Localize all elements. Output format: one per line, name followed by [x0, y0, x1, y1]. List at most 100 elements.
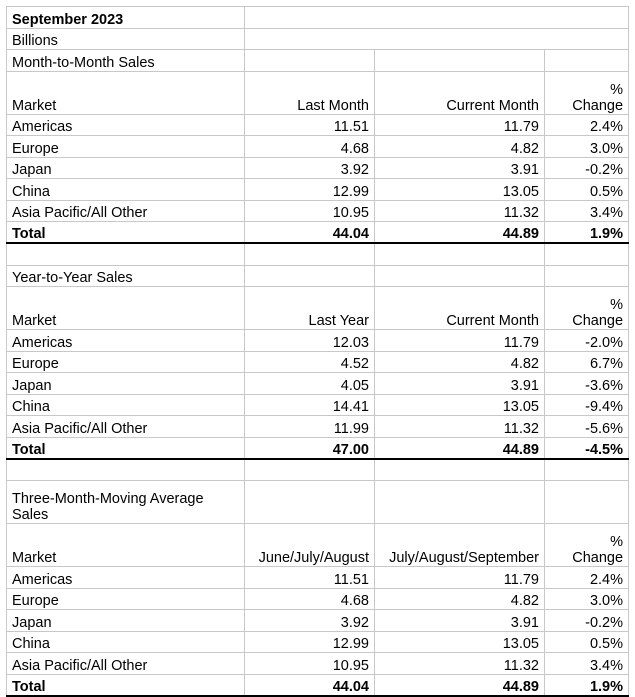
- value-cell: 11.79: [374, 113, 545, 136]
- market-cell: Japan: [6, 372, 245, 395]
- total-label: Total: [6, 436, 245, 460]
- market-cell: Europe: [6, 135, 245, 158]
- total-value: 47.00: [244, 436, 375, 460]
- value-cell: 4.82: [374, 135, 545, 158]
- value-cell: 4.05: [244, 372, 375, 395]
- total-value: 44.04: [244, 673, 375, 697]
- value-cell: 11.32: [374, 652, 545, 675]
- market-cell: China: [6, 393, 245, 416]
- column-header: Market: [6, 286, 245, 330]
- value-cell: 11.79: [374, 329, 545, 352]
- value-cell: 13.05: [374, 178, 545, 201]
- value-cell: 3.91: [374, 372, 545, 395]
- column-header: July/August/September: [374, 523, 545, 567]
- value-cell: 3.0%: [543, 587, 630, 610]
- total-value: 44.89: [374, 673, 545, 697]
- total-value: 1.9%: [543, 221, 630, 244]
- value-cell: 13.05: [374, 393, 545, 416]
- value-cell: 11.32: [374, 415, 545, 438]
- value-cell: 11.32: [374, 199, 545, 222]
- value-cell: 4.68: [244, 587, 375, 610]
- total-row: Total 47.00 44.89 -4.5%: [6, 436, 630, 460]
- column-header: June/July/August: [244, 523, 375, 567]
- market-cell: Americas: [6, 566, 245, 589]
- market-cell: Europe: [6, 350, 245, 373]
- value-cell: -9.4%: [543, 393, 630, 416]
- units-label: Billions: [6, 27, 245, 50]
- column-header: Current Month: [374, 70, 545, 115]
- market-cell: Asia Pacific/All Other: [6, 199, 245, 222]
- value-cell: 3.92: [244, 609, 375, 632]
- column-header: % Change: [543, 286, 630, 330]
- value-cell: -5.6%: [543, 415, 630, 438]
- value-cell: 0.5%: [543, 630, 630, 653]
- total-row: Total 44.04 44.89 1.9%: [6, 673, 630, 697]
- sales-table-body: September 2023 Billions Month-to-Month S…: [6, 6, 630, 697]
- value-cell: 3.0%: [543, 135, 630, 158]
- value-cell: 11.51: [244, 113, 375, 136]
- column-header: % Change: [543, 523, 630, 567]
- value-cell: 3.4%: [543, 652, 630, 675]
- value-cell: 4.82: [374, 350, 545, 373]
- total-value: 1.9%: [543, 673, 630, 697]
- column-header: % Change: [543, 70, 630, 115]
- value-cell: 3.92: [244, 156, 375, 179]
- value-cell: 12.03: [244, 329, 375, 352]
- value-cell: 0.5%: [543, 178, 630, 201]
- total-value: 44.89: [374, 221, 545, 244]
- value-cell: 6.7%: [543, 350, 630, 373]
- market-cell: Americas: [6, 329, 245, 352]
- value-cell: -2.0%: [543, 329, 630, 352]
- market-cell: Japan: [6, 609, 245, 632]
- value-cell: -0.2%: [543, 609, 630, 632]
- value-cell: 12.99: [244, 178, 375, 201]
- value-cell: 4.68: [244, 135, 375, 158]
- table-row: China 14.41 13.05 -9.4%: [6, 393, 630, 416]
- table-row: Americas 12.03 11.79 -2.0%: [6, 329, 630, 352]
- spacer-row: [6, 242, 630, 266]
- column-header: Market: [6, 523, 245, 567]
- value-cell: 11.51: [244, 566, 375, 589]
- total-value: 44.04: [244, 221, 375, 244]
- column-header: Last Month: [244, 70, 375, 115]
- column-header: Market: [6, 70, 245, 115]
- market-cell: China: [6, 630, 245, 653]
- market-cell: Europe: [6, 587, 245, 610]
- value-cell: 2.4%: [543, 566, 630, 589]
- table-row: Japan 4.05 3.91 -3.6%: [6, 372, 630, 395]
- column-header: Current Month: [374, 286, 545, 330]
- table-row: Europe 4.68 4.82 3.0%: [6, 135, 630, 158]
- total-row: Total 44.04 44.89 1.9%: [6, 221, 630, 244]
- table-row: Asia Pacific/All Other 11.99 11.32 -5.6%: [6, 415, 630, 438]
- spacer-row: [6, 458, 630, 481]
- value-cell: 3.91: [374, 156, 545, 179]
- market-cell: Asia Pacific/All Other: [6, 415, 245, 438]
- table-row: Americas 11.51 11.79 2.4%: [6, 113, 630, 136]
- total-label: Total: [6, 673, 245, 697]
- table-row: Japan 3.92 3.91 -0.2%: [6, 156, 630, 179]
- table-row: Europe 4.68 4.82 3.0%: [6, 587, 630, 610]
- value-cell: 11.99: [244, 415, 375, 438]
- header-row: Market Last Month Current Month% Change: [6, 70, 630, 115]
- column-header: Last Year: [244, 286, 375, 330]
- value-cell: 10.95: [244, 199, 375, 222]
- value-cell: 14.41: [244, 393, 375, 416]
- sales-table: September 2023 Billions Month-to-Month S…: [6, 6, 630, 697]
- table-row: China 12.99 13.05 0.5%: [6, 630, 630, 653]
- value-cell: 3.4%: [543, 199, 630, 222]
- table-row: China 12.99 13.05 0.5%: [6, 178, 630, 201]
- market-cell: Asia Pacific/All Other: [6, 652, 245, 675]
- value-cell: -0.2%: [543, 156, 630, 179]
- section-title: Month-to-Month Sales: [6, 49, 245, 72]
- report-title: September 2023: [6, 6, 245, 29]
- value-cell: 4.82: [374, 587, 545, 610]
- market-cell: China: [6, 178, 245, 201]
- header-row: Market Last Year Current Month% Change: [6, 286, 630, 330]
- table-row: Asia Pacific/All Other 10.95 11.32 3.4%: [6, 199, 630, 222]
- value-cell: 3.91: [374, 609, 545, 632]
- section-title-row: Year-to-Year Sales: [6, 264, 630, 287]
- section-title-row: Three-Month-Moving Average Sales: [6, 480, 630, 524]
- table-row: Americas 11.51 11.79 2.4%: [6, 566, 630, 589]
- total-value: 44.89: [374, 436, 545, 460]
- market-cell: Americas: [6, 113, 245, 136]
